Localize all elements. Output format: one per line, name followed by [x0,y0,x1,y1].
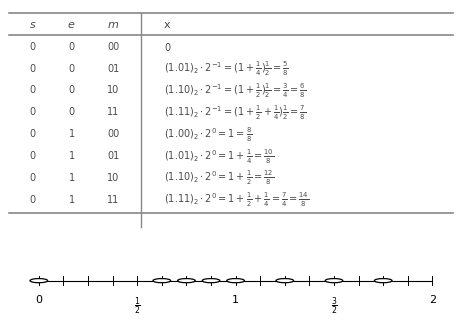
Text: 2: 2 [429,295,436,305]
Text: $(1.11)_2 \cdot 2^{-1} = (1 + \frac{1}{2} + \frac{1}{4})\frac{1}{2} = \frac{7}{8: $(1.11)_2 \cdot 2^{-1} = (1 + \frac{1}{2… [164,103,306,122]
Circle shape [227,279,244,283]
Text: 0: 0 [29,195,36,205]
Text: 0: 0 [29,64,36,74]
Text: 01: 01 [107,152,119,161]
Text: $(1.11)_2 \cdot 2^{0} = 1 + \frac{1}{2} + \frac{1}{4} = \frac{7}{4} = \frac{14}{: $(1.11)_2 \cdot 2^{0} = 1 + \frac{1}{2} … [164,191,310,210]
Text: 11: 11 [107,195,119,205]
Text: 0: 0 [35,295,43,305]
Circle shape [374,279,392,283]
Text: $(1.00)_2 \cdot 2^{0} = 1 = \frac{8}{8}$: $(1.00)_2 \cdot 2^{0} = 1 = \frac{8}{8}$ [164,125,252,143]
Circle shape [276,279,294,283]
Text: $0$: $0$ [164,40,171,53]
Text: $(1.10)_2 \cdot 2^{-1} = (1 + \frac{1}{2})\frac{1}{2} = \frac{3}{4} = \frac{6}{8: $(1.10)_2 \cdot 2^{-1} = (1 + \frac{1}{2… [164,82,306,100]
Text: $\frac{1}{2}$: $\frac{1}{2}$ [134,295,141,317]
Text: 0: 0 [29,152,36,161]
Text: $(1.01)_2 \cdot 2^{-1} = (1 + \frac{1}{4})\frac{1}{2} = \frac{5}{8}$: $(1.01)_2 \cdot 2^{-1} = (1 + \frac{1}{4… [164,59,289,78]
Text: $\frac{3}{2}$: $\frac{3}{2}$ [330,295,337,317]
Text: 1: 1 [232,295,239,305]
Circle shape [153,279,170,283]
Circle shape [177,279,195,283]
Text: 0: 0 [29,173,36,183]
Circle shape [30,279,48,283]
Text: 0: 0 [29,129,36,139]
Text: $(1.01)_2 \cdot 2^{0} = 1 + \frac{1}{4} = \frac{10}{8}$: $(1.01)_2 \cdot 2^{0} = 1 + \frac{1}{4} … [164,147,274,166]
Text: 0: 0 [68,41,75,52]
Text: 1: 1 [68,129,75,139]
Text: 00: 00 [107,129,119,139]
Text: 1: 1 [68,173,75,183]
Text: $m$: $m$ [107,20,119,30]
Text: 0: 0 [29,85,36,96]
Text: 0: 0 [68,85,75,96]
Text: $(1.10)_2 \cdot 2^{0} = 1 + \frac{1}{2} = \frac{12}{8}$: $(1.10)_2 \cdot 2^{0} = 1 + \frac{1}{2} … [164,169,274,187]
Text: 10: 10 [107,85,119,96]
Text: 10: 10 [107,173,119,183]
Text: 00: 00 [107,41,119,52]
Text: x: x [164,20,170,30]
Text: 0: 0 [29,108,36,117]
Text: 0: 0 [68,64,75,74]
Text: $s$: $s$ [29,20,36,30]
Text: 01: 01 [107,64,119,74]
Text: 1: 1 [68,195,75,205]
Circle shape [202,279,220,283]
Text: 0: 0 [29,41,36,52]
Circle shape [325,279,343,283]
Text: $e$: $e$ [67,20,76,30]
Text: 1: 1 [68,152,75,161]
Text: 11: 11 [107,108,119,117]
Text: 0: 0 [68,108,75,117]
